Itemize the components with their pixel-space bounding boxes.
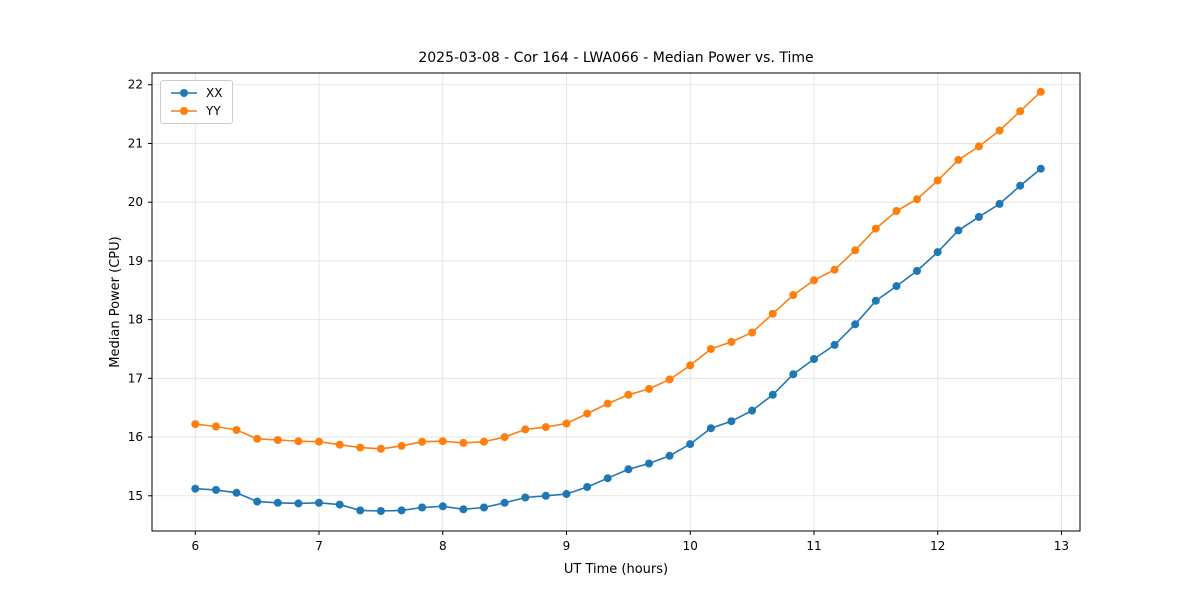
svg-text:10: 10 — [683, 539, 698, 553]
svg-text:8: 8 — [439, 539, 447, 553]
legend-item-yy: YY — [169, 104, 222, 118]
svg-text:9: 9 — [563, 539, 571, 553]
legend-label-yy: YY — [206, 104, 221, 118]
svg-text:17: 17 — [128, 371, 143, 385]
svg-text:15: 15 — [128, 489, 143, 503]
svg-text:19: 19 — [128, 254, 143, 268]
legend-item-xx: XX — [169, 86, 222, 100]
svg-text:13: 13 — [1054, 539, 1069, 553]
legend-line-yy-icon — [171, 107, 197, 115]
svg-text:11: 11 — [806, 539, 821, 553]
svg-text:6: 6 — [191, 539, 199, 553]
legend-line-xx-icon — [171, 89, 197, 97]
x-axis-label: UT Time (hours) — [563, 562, 669, 577]
svg-text:12: 12 — [930, 539, 945, 553]
legend: XX YY — [160, 80, 234, 124]
svg-text:21: 21 — [128, 136, 143, 150]
chart-title: 2025-03-08 - Cor 164 - LWA066 - Median P… — [418, 50, 814, 66]
svg-text:18: 18 — [128, 313, 143, 327]
svg-text:20: 20 — [128, 195, 143, 209]
svg-text:7: 7 — [315, 539, 323, 553]
svg-text:22: 22 — [128, 78, 143, 92]
svg-text:16: 16 — [128, 430, 143, 444]
legend-label-xx: XX — [206, 86, 223, 100]
